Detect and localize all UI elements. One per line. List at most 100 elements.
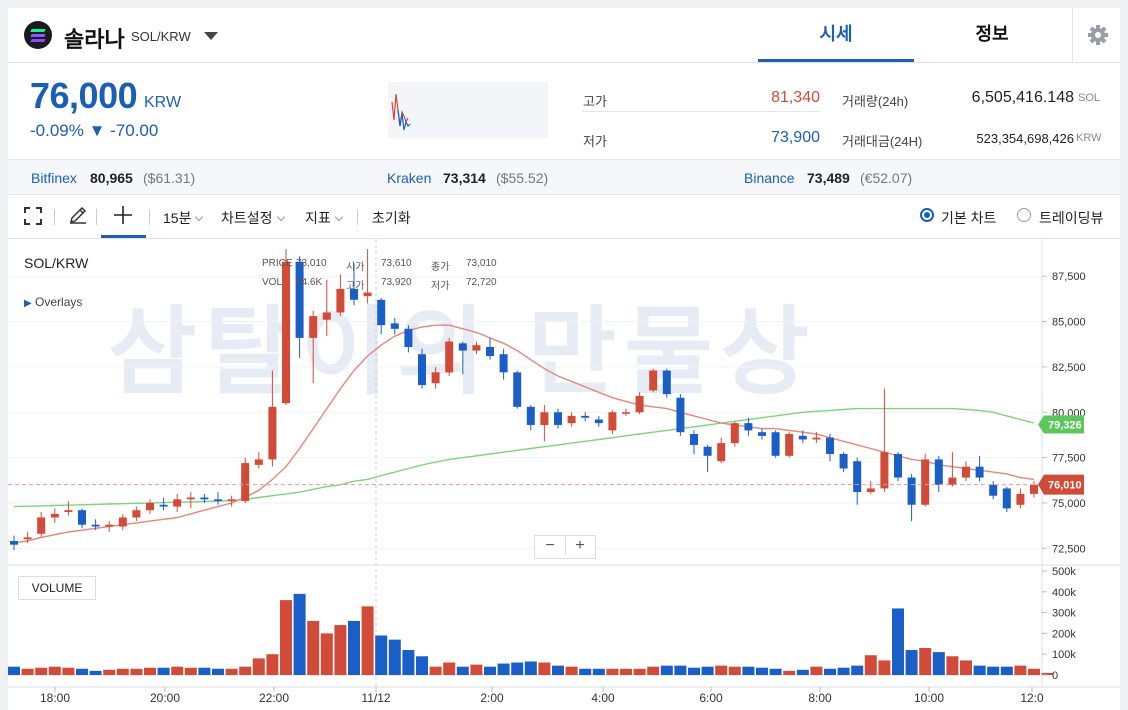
- tradingview-radio[interactable]: [1017, 208, 1031, 222]
- candle-body: [390, 323, 399, 329]
- candle-body: [730, 423, 739, 444]
- exchange-name[interactable]: Bitfinex: [31, 170, 77, 186]
- candle-body: [91, 524, 100, 527]
- ma-slow-tag-label: 79,326: [1048, 419, 1082, 431]
- volume-bar: [538, 662, 551, 675]
- current-price-tag: [1038, 474, 1084, 495]
- low-value: 73,900: [771, 129, 820, 146]
- volume-bar: [375, 635, 388, 675]
- interval-select[interactable]: 15분: [163, 208, 204, 228]
- candle-body: [826, 437, 834, 454]
- volume-axis-label: 500k: [1052, 566, 1076, 578]
- candle-body: [186, 497, 195, 500]
- candle-body: [377, 299, 386, 326]
- candlestick-chart-svg[interactable]: 87,50085,00082,50080,00077,50075,00072,5…: [8, 239, 1120, 710]
- candle-body: [50, 513, 59, 518]
- candle-body: [853, 461, 862, 493]
- price-axis-label: 82,500: [1052, 362, 1086, 374]
- candle-body: [118, 517, 127, 527]
- candle-body: [350, 288, 358, 300]
- candle-body: [948, 477, 957, 485]
- candle-body: [703, 446, 712, 456]
- candle-body: [798, 435, 807, 440]
- volume-bar: [987, 666, 1000, 675]
- volume-axis-label: 300k: [1052, 608, 1076, 620]
- volume-bar: [742, 666, 755, 675]
- candle-body: [105, 524, 114, 527]
- coin-pair[interactable]: SOL/KRW: [131, 29, 191, 44]
- candle-body: [758, 432, 766, 436]
- candle-body: [227, 499, 236, 502]
- volume-bar: [633, 668, 646, 675]
- volume-bar: [320, 633, 333, 675]
- volume-bar: [456, 666, 469, 675]
- volume-bar: [144, 667, 156, 675]
- candle-body: [594, 419, 603, 424]
- volume-bar: [769, 668, 782, 675]
- chart-watermark: 삼탈이의 만물상: [108, 299, 817, 406]
- volume-bar: [443, 662, 456, 675]
- zoom-out-button[interactable]: −: [535, 537, 566, 555]
- time-axis-label: 20:00: [150, 691, 180, 705]
- volume-bar: [592, 668, 605, 675]
- basic-chart-label[interactable]: 기본 차트: [941, 210, 997, 226]
- volume-bar: [674, 665, 687, 675]
- exchange-eur-price: (€52.07): [860, 170, 913, 186]
- volume-bar: [470, 664, 483, 675]
- ohlc-close-label: 종가: [431, 262, 450, 273]
- exchange-prices: Bitfinex 80,965 ($61.31) Kraken 73,314 (…: [8, 160, 1120, 195]
- candle-body: [295, 261, 304, 338]
- ohlc-open-value: 73,610: [381, 258, 412, 269]
- candle-body: [962, 466, 970, 478]
- volume-bar: [864, 655, 877, 675]
- indicators-label: 지표: [305, 210, 331, 226]
- time-axis-label: 22:00: [259, 691, 289, 705]
- volume-bar: [48, 666, 61, 675]
- volume-bar: [157, 667, 170, 675]
- exchange-name[interactable]: Binance: [744, 170, 795, 186]
- tradingview-label[interactable]: 트레이딩뷰: [1039, 210, 1104, 226]
- zoom-in-button[interactable]: +: [575, 537, 585, 554]
- tab-market[interactable]: 시세: [758, 8, 914, 62]
- volume-axis-label: 200k: [1052, 628, 1076, 640]
- volume-bar: [307, 620, 320, 675]
- candle-body: [526, 406, 535, 425]
- volume-bar: [198, 667, 211, 675]
- candle-body: [418, 354, 426, 386]
- toolbar-divider: [357, 209, 358, 225]
- triangle-right-icon: ▶: [24, 298, 32, 309]
- volume-bar: [293, 593, 306, 675]
- candle-body: [649, 370, 658, 391]
- settings-gear-icon[interactable]: [1072, 8, 1121, 62]
- candle-body: [445, 341, 454, 373]
- volume-bar: [184, 667, 197, 675]
- overlays-toggle[interactable]: ▶ Overlays: [24, 295, 82, 309]
- reset-button[interactable]: 초기화: [372, 210, 411, 226]
- volume-bar: [388, 639, 401, 675]
- ticker-summary: 76,000 KRW -0.09% ▼ -70.00 고가 81,340 저가 …: [8, 63, 1120, 160]
- volume-bar: [892, 608, 904, 675]
- tab-info[interactable]: 정보: [975, 24, 1009, 44]
- price-axis-label: 77,500: [1052, 453, 1086, 465]
- basic-chart-radio[interactable]: [920, 208, 934, 222]
- exchange-name[interactable]: Kraken: [387, 170, 432, 186]
- volume-bar: [973, 665, 986, 675]
- volume-bar: [1028, 668, 1040, 675]
- volume-bar: [225, 668, 238, 675]
- high-value: 81,340: [771, 89, 820, 106]
- stat-divider: [582, 111, 820, 112]
- coin-dropdown-chevron-icon[interactable]: [204, 32, 218, 40]
- exchange-price: 73,489: [807, 170, 850, 186]
- chart-settings-select[interactable]: 차트설정: [221, 208, 285, 228]
- coin-name[interactable]: 솔라나: [64, 27, 125, 52]
- indicators-select[interactable]: 지표: [305, 208, 344, 228]
- fullscreen-icon[interactable]: [24, 207, 42, 228]
- price-chart[interactable]: 삼탈이의 만물상 87,500 85,000 82,500 80,000 77,500 7…: [8, 239, 1120, 710]
- draw-pencil-icon[interactable]: [69, 206, 87, 227]
- candle-body: [921, 459, 930, 505]
- candle-body: [894, 453, 902, 478]
- candle-body: [159, 504, 168, 507]
- candle-body: [146, 502, 154, 511]
- crosshair-icon[interactable]: [113, 205, 133, 228]
- interval-label: 15분: [163, 210, 192, 226]
